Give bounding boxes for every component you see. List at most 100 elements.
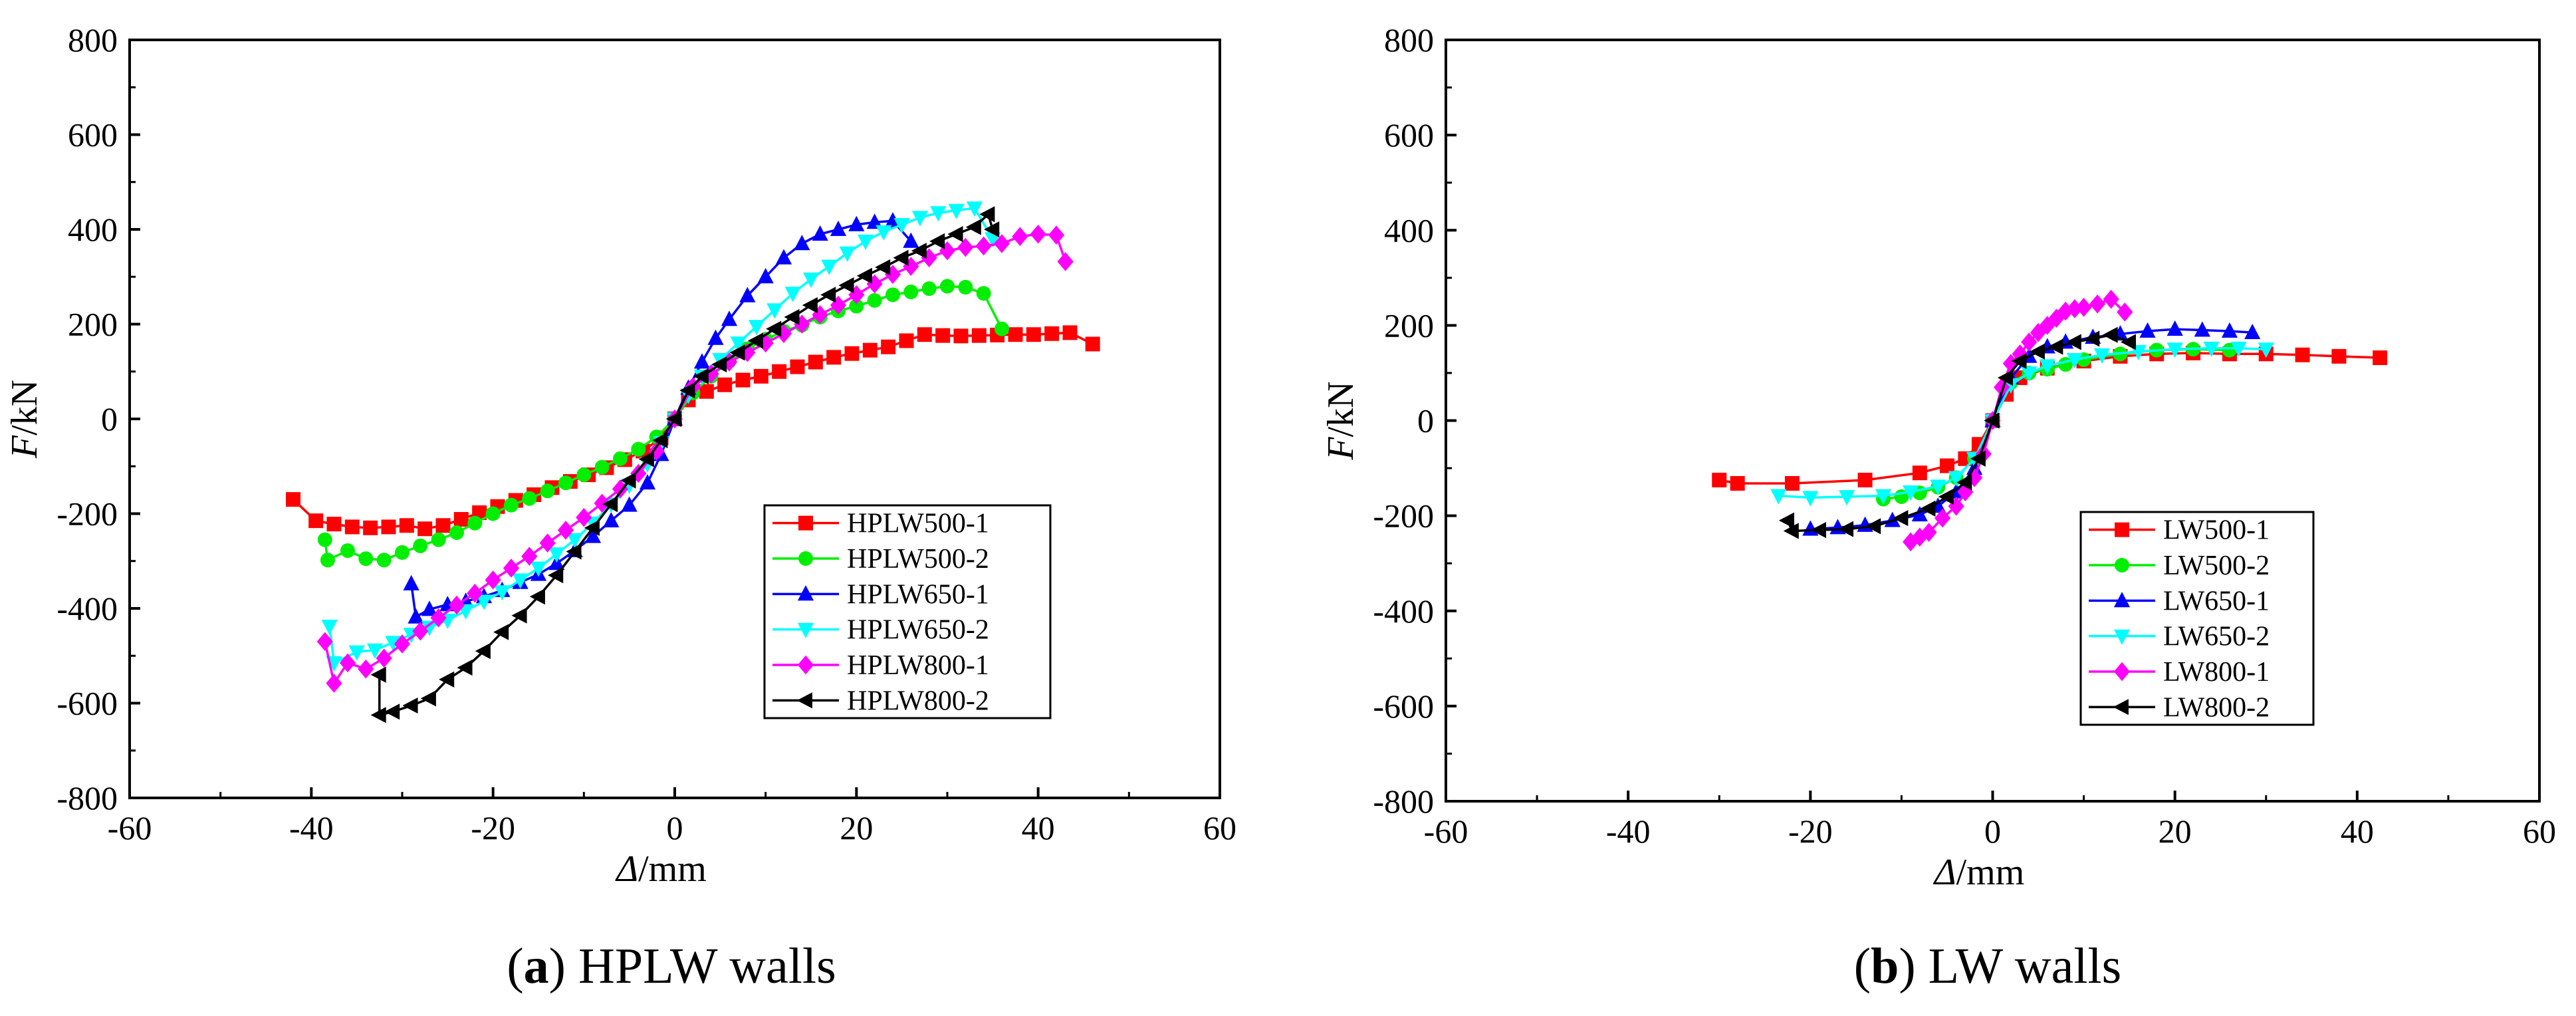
data-point (966, 201, 983, 217)
data-point (376, 553, 392, 568)
data-point (638, 451, 654, 467)
data-point (448, 595, 465, 615)
data-point (413, 538, 428, 553)
data-point (1802, 491, 1819, 507)
x-tick-label: -60 (1424, 813, 1468, 850)
data-point (370, 666, 386, 683)
legend-marker (2113, 592, 2131, 608)
data-point (2075, 297, 2092, 317)
legend-label: HPLW500-1 (847, 509, 989, 539)
x-tick-label: 60 (1203, 809, 1236, 846)
data-point (1912, 465, 1927, 481)
data-point (1994, 378, 2010, 397)
y-tick-label: 0 (1417, 402, 1434, 440)
data-point (856, 267, 872, 284)
data-point (940, 279, 955, 294)
data-point (2120, 334, 2137, 350)
data-point (358, 659, 374, 679)
y-tick-label: -200 (57, 495, 118, 533)
data-point (748, 320, 765, 336)
data-point (867, 293, 882, 308)
series-LW800-2 (1778, 326, 2137, 539)
data-point (848, 215, 865, 231)
data-point (2021, 332, 2038, 352)
data-point (630, 463, 647, 483)
y-tick-label: 600 (68, 116, 118, 154)
data-point (504, 497, 519, 513)
data-point (721, 352, 738, 372)
data-point (2194, 321, 2210, 337)
y-tick-label: -400 (1373, 592, 1434, 630)
legend-box (763, 504, 1052, 719)
x-axis-label: Δ/mm (1933, 852, 2025, 893)
y-axis-symbol: F (4, 435, 45, 459)
y-tick-label: -400 (57, 590, 118, 627)
legend-marker (798, 551, 813, 566)
data-point (985, 232, 1001, 248)
legend-marker (2115, 558, 2129, 572)
data-point (893, 217, 910, 234)
data-point (548, 547, 565, 563)
data-point (707, 329, 724, 345)
data-point (775, 324, 792, 344)
data-point (911, 211, 929, 227)
data-point (521, 547, 538, 566)
legend-label: HPLW650-2 (847, 615, 989, 646)
x-tick-label: -40 (1606, 813, 1651, 850)
data-point (408, 608, 424, 624)
data-point (566, 533, 583, 549)
data-point (529, 588, 545, 605)
y-axis-label: F/kN (4, 380, 45, 459)
data-point (929, 233, 945, 249)
y-tick-label: 800 (68, 21, 118, 59)
data-point (948, 203, 965, 219)
data-point (326, 674, 342, 693)
data-point (403, 574, 419, 590)
data-point (1939, 458, 1954, 473)
legend-label: LW800-1 (2163, 657, 2270, 688)
series-HPLW800-2 (370, 206, 1000, 723)
data-point (494, 585, 511, 601)
x-axis-symbol: Δ (615, 848, 638, 890)
chart-panel-b: -60 -40 -20 0 20 40 60-800-600-400-20002004006… (1320, 21, 2556, 893)
data-point (1911, 505, 1928, 522)
x-tick-label: 60 (2523, 813, 2556, 850)
series-line (292, 331, 1094, 531)
data-point (1948, 497, 1964, 516)
data-point (358, 551, 374, 567)
data-point (866, 213, 883, 229)
data-point (613, 451, 628, 466)
data-point (1783, 523, 1799, 539)
data-point (1884, 511, 1901, 527)
data-point (911, 242, 927, 259)
data-point (2203, 341, 2220, 357)
data-point (2048, 338, 2063, 355)
data-point (784, 309, 800, 325)
data-point (903, 257, 919, 276)
data-point (1930, 479, 1946, 495)
data-point (558, 475, 573, 491)
data-point (652, 432, 668, 449)
data-point (790, 359, 805, 374)
legend-marker (2113, 662, 2131, 682)
y-axis-label: F/kN (1320, 381, 1361, 460)
data-point (979, 206, 995, 223)
x-tick-label: -20 (1788, 813, 1833, 850)
legend-label: HPLW800-2 (847, 686, 989, 716)
data-point (903, 285, 919, 300)
data-point (1837, 521, 1854, 537)
data-point (2166, 342, 2183, 358)
data-point (772, 364, 787, 379)
legend-marker (2115, 522, 2129, 537)
data-point (530, 561, 547, 577)
x-tick-label: 0 (667, 809, 683, 846)
data-point (757, 268, 774, 284)
legend: LW500-1 LW500-2 LW650-1 LW650-2 LW800-1 LW800… (2079, 511, 2315, 726)
data-point (862, 342, 878, 358)
legend-marker (797, 622, 814, 638)
data-point (881, 339, 896, 354)
data-point (2244, 323, 2261, 340)
data-point (620, 472, 636, 489)
data-point (1062, 325, 1078, 340)
data-point (699, 384, 714, 399)
